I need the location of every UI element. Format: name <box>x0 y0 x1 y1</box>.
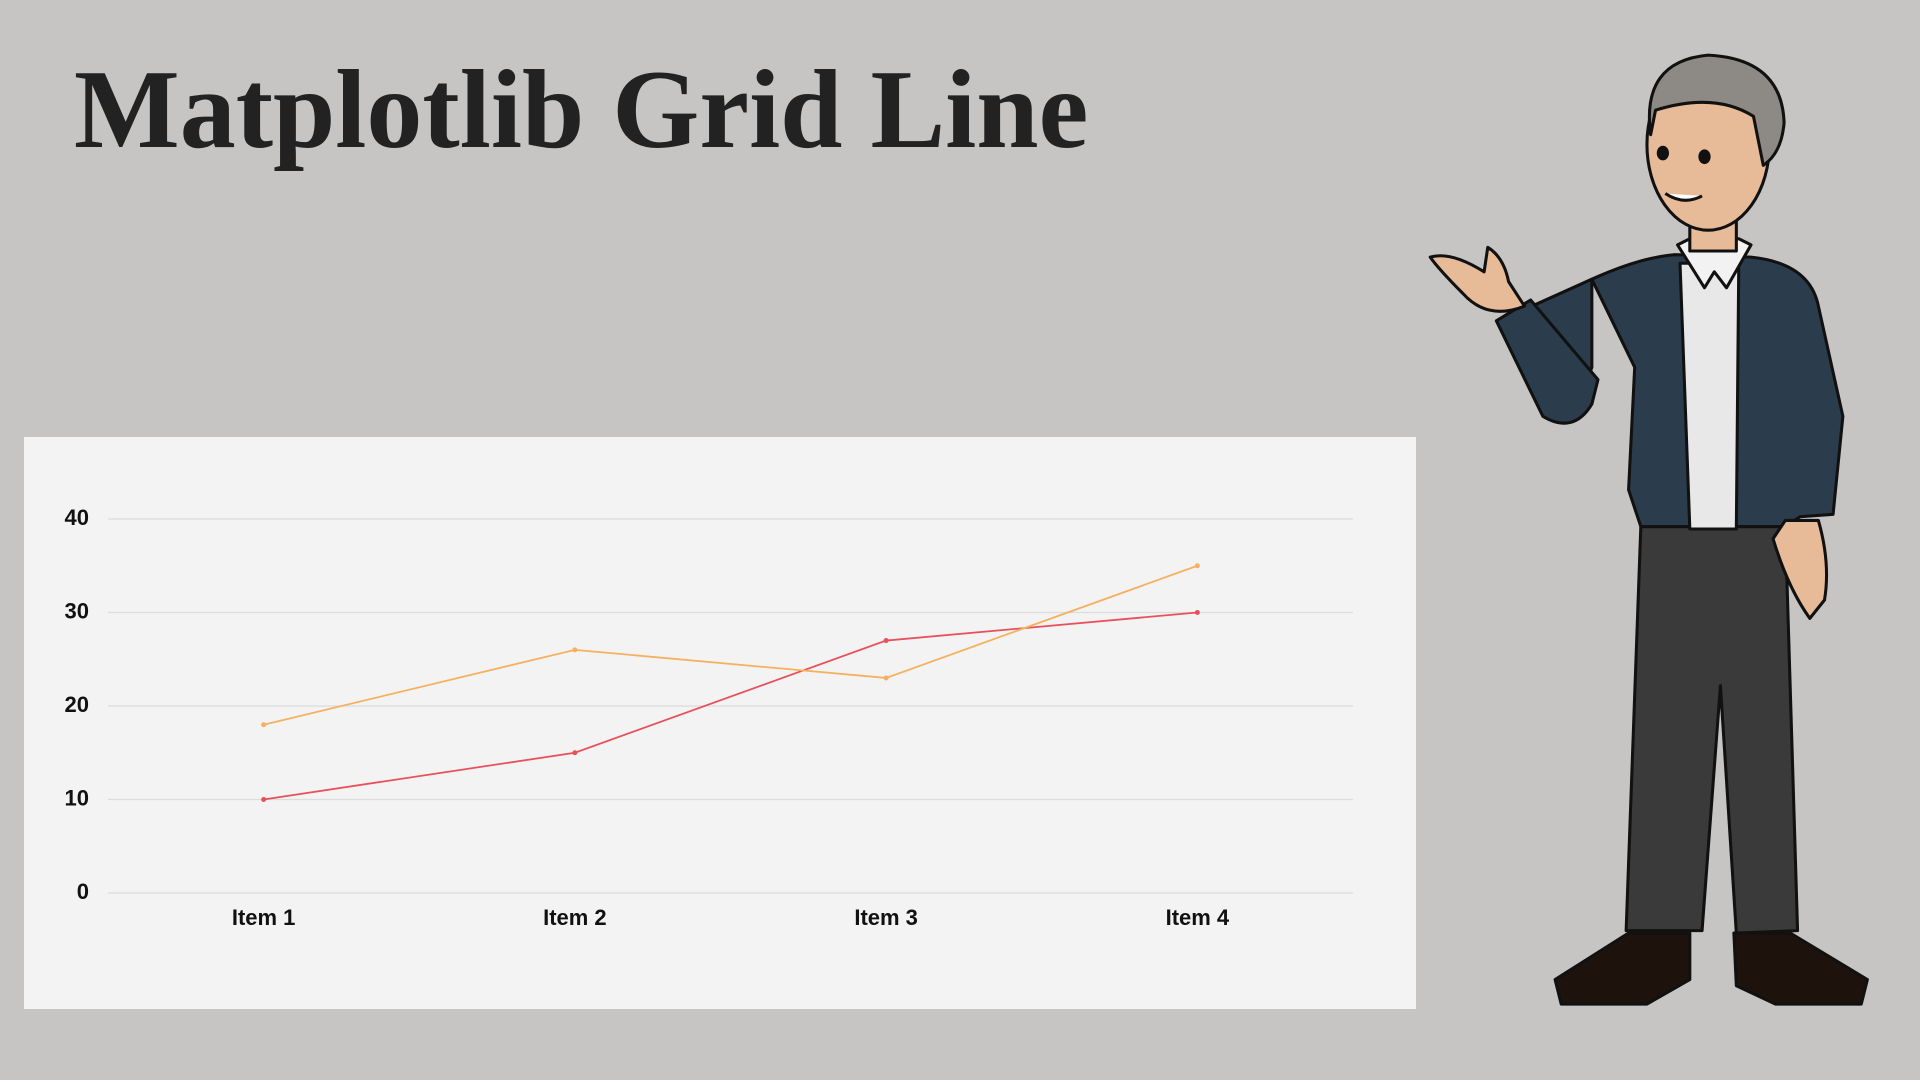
x-tick-label: Item 1 <box>232 905 296 930</box>
series-line <box>263 611 1198 801</box>
data-point <box>261 722 267 728</box>
x-tick-label: Item 2 <box>543 905 607 930</box>
y-tick-label: 40 <box>65 505 89 530</box>
plot-area: 0 10 20 30 40 Item 1 Item 2 Item 3 Item 4 <box>65 505 1353 930</box>
y-tick-label: 0 <box>77 879 89 904</box>
y-tick-label: 30 <box>65 598 89 623</box>
data-point <box>1194 610 1200 615</box>
data-point <box>1194 563 1200 569</box>
presenter-illustration <box>1428 53 1869 1006</box>
chart-panel <box>24 437 1416 1009</box>
y-tick-label: 10 <box>65 785 89 810</box>
y-tick-label: 20 <box>65 692 89 717</box>
data-point <box>883 675 889 681</box>
data-point <box>572 750 578 756</box>
data-point <box>261 797 267 802</box>
slide-title: Matplotlib Grid Line <box>74 48 1088 172</box>
data-point <box>572 647 578 653</box>
series-line <box>263 564 1198 726</box>
x-tick-label: Item 3 <box>854 905 918 930</box>
x-tick-label: Item 4 <box>1166 905 1230 930</box>
data-point <box>883 638 889 644</box>
